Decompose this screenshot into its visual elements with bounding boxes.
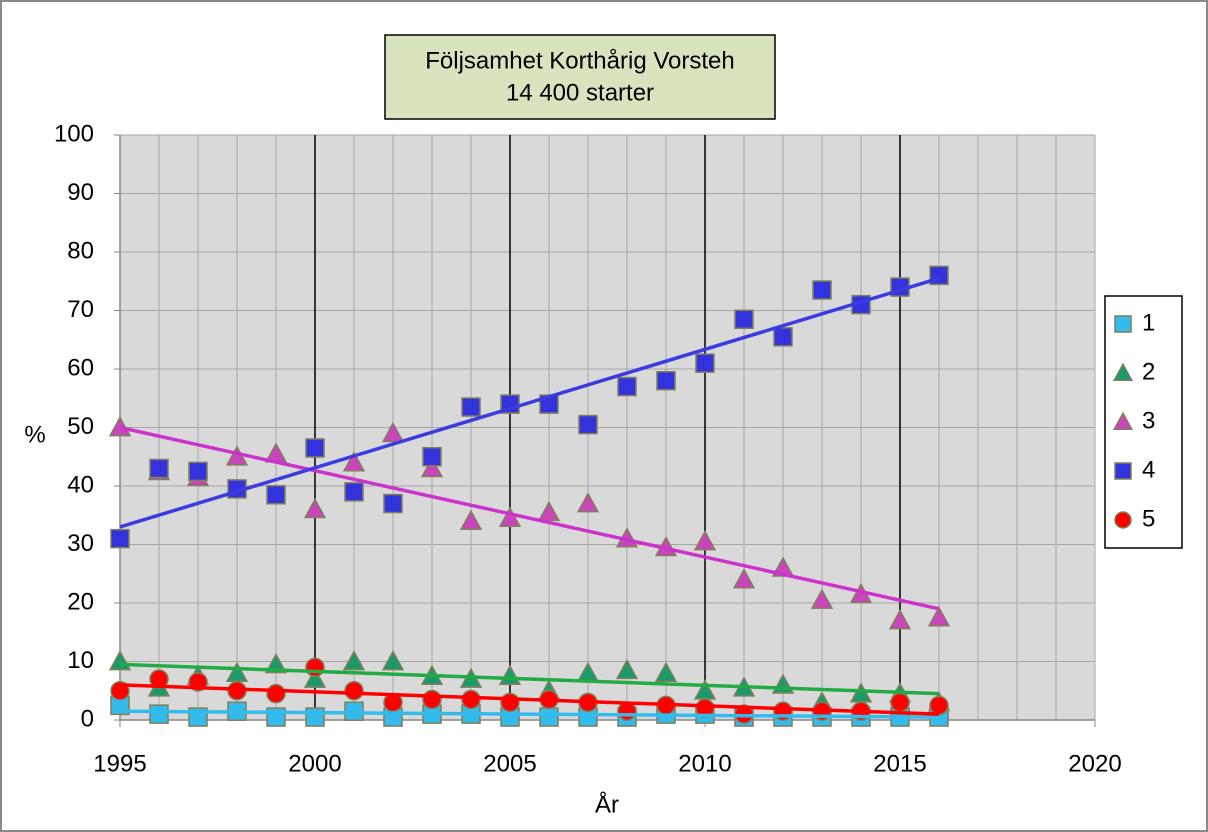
marker-square — [773, 327, 793, 347]
marker-square — [734, 309, 754, 330]
marker-square — [656, 370, 676, 391]
marks — [108, 265, 951, 727]
marker-triangle — [1112, 362, 1134, 381]
marker-square — [110, 528, 130, 549]
marker-triangle — [888, 609, 912, 630]
marker-triangle — [615, 658, 639, 680]
marker-triangle — [303, 497, 327, 519]
marker-circle — [695, 698, 715, 719]
marker-triangle — [381, 650, 405, 671]
grid — [114, 134, 1096, 727]
marker-circle — [344, 681, 364, 701]
marker-square — [266, 485, 286, 505]
y-axis-label: % — [24, 421, 45, 448]
marker-circle — [929, 695, 949, 716]
marker-square — [461, 397, 481, 417]
marker-triangle — [108, 416, 132, 437]
x-tick-label: 2010 — [678, 750, 731, 777]
marker-circle — [461, 689, 481, 710]
marker-triangle — [810, 588, 834, 609]
marker-triangle — [303, 667, 327, 688]
marker-circle — [1114, 511, 1132, 529]
marker-triangle — [381, 421, 405, 443]
marker-circle — [149, 669, 169, 689]
y-tick-label: 10 — [67, 647, 94, 674]
y-tick-label: 30 — [67, 530, 94, 557]
marker-circle — [500, 692, 520, 713]
marker-circle — [266, 683, 286, 704]
marker-square — [812, 280, 832, 300]
marker-square — [1114, 462, 1132, 480]
x-tick-label: 2015 — [873, 750, 926, 777]
marker-triangle — [459, 509, 483, 530]
marker-square — [149, 458, 169, 479]
marker-circle — [890, 692, 910, 713]
y-tick-label: 40 — [67, 471, 94, 498]
x-tick-label: 2020 — [1068, 750, 1121, 777]
chart-subtitle: 14 400 starter — [506, 79, 654, 106]
legend-label: 4 — [1142, 456, 1155, 483]
marker-square — [149, 704, 169, 724]
legend-label: 3 — [1142, 407, 1155, 434]
trend-line — [119, 662, 940, 696]
marker-triangle — [537, 500, 561, 522]
marker-triangle — [732, 568, 756, 589]
y-tick-label: 0 — [81, 705, 94, 732]
marker-triangle — [1112, 411, 1134, 430]
marker-square — [617, 376, 637, 397]
trend-line — [119, 276, 940, 529]
marker-square — [305, 707, 325, 727]
y-tick-label: 50 — [67, 413, 94, 440]
y-tick-label: 100 — [54, 120, 94, 147]
marker-square — [578, 414, 598, 435]
marker-triangle — [693, 530, 717, 551]
marker-square — [188, 461, 208, 482]
legend-label: 2 — [1142, 358, 1155, 385]
x-tick-label: 1995 — [93, 750, 146, 777]
marker-triangle — [264, 652, 288, 674]
y-tick-label: 80 — [67, 237, 94, 264]
marker-triangle — [342, 451, 366, 472]
marker-triangle — [927, 606, 951, 627]
x-tick-label: 2005 — [483, 750, 536, 777]
x-tick-label: 2000 — [288, 750, 341, 777]
y-tick-label: 20 — [67, 588, 94, 615]
y-tick-label: 90 — [67, 179, 94, 206]
marker-square — [344, 482, 364, 502]
marker-square — [1114, 315, 1132, 333]
x-axis-label: År — [595, 790, 619, 818]
y-tick-label: 70 — [67, 296, 94, 323]
marker-circle — [422, 689, 442, 710]
title-box — [384, 34, 776, 120]
marker-square — [539, 707, 559, 727]
marker-square — [422, 447, 442, 467]
chart-title: Följsamhet Korthårig Vorsteh — [425, 47, 734, 74]
marker-triangle — [420, 456, 444, 478]
legend-label: 5 — [1142, 505, 1155, 532]
marker-square — [305, 438, 325, 458]
marker-circle — [305, 657, 325, 678]
marker-triangle — [654, 661, 678, 683]
marker-square — [695, 353, 715, 373]
trend-line — [119, 425, 940, 611]
marker-square — [383, 493, 403, 514]
marker-triangle — [498, 506, 522, 528]
y-tick-label: 60 — [67, 354, 94, 381]
marker-triangle — [576, 492, 600, 513]
marker-triangle — [342, 650, 366, 671]
trend-line — [119, 683, 940, 716]
trend-line — [119, 709, 940, 719]
legend-label: 1 — [1142, 309, 1155, 336]
